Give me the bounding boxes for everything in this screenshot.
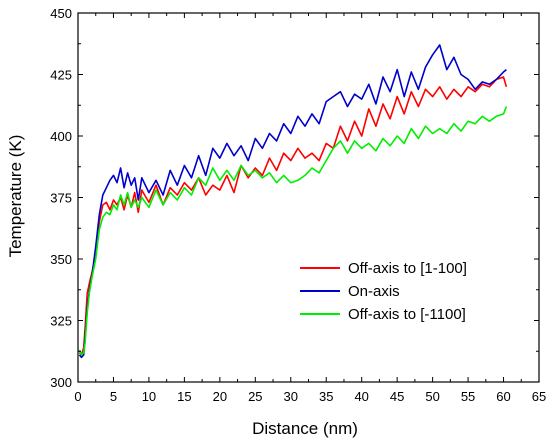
y-tick-label: 325 [50,314,72,329]
x-tick-label: 45 [390,389,404,404]
y-tick-label: 425 [50,68,72,83]
x-tick-label: 50 [425,389,439,404]
y-tick-label: 450 [50,6,72,21]
x-tick-label: 20 [213,389,227,404]
x-tick-label: 5 [110,389,117,404]
x-tick-label: 65 [532,389,546,404]
series-line-2 [78,106,508,356]
legend-label-2: Off-axis to [-1100] [348,306,466,323]
series-line-0 [78,76,508,356]
x-tick-label: 30 [284,389,298,404]
x-tick-label: 35 [319,389,333,404]
legend-label-1: On-axis [348,283,400,300]
y-tick-label: 400 [50,129,72,144]
x-tick-label: 60 [496,389,510,404]
x-tick-label: 10 [142,389,156,404]
x-tick-label: 40 [354,389,368,404]
x-tick-label: 55 [461,389,475,404]
y-tick-label: 350 [50,252,72,267]
x-tick-label: 0 [74,389,81,404]
ticks-layer: 0 5 10 15 20 25 30 35 40 45 50 55 60 65 300 325 350 375 40… [50,6,546,404]
y-axis-title: Temperature (K) [6,135,25,258]
series-line-1 [78,44,507,359]
legend: Off-axis to [1-100] On-axis Off-axis to [-… [300,260,467,323]
y-tick-label: 375 [50,191,72,206]
y-tick-label: 300 [50,375,72,390]
x-tick-label: 25 [248,389,262,404]
x-tick-label: 15 [177,389,191,404]
series-layer [78,44,508,359]
x-axis-title: Distance (nm) [252,419,358,438]
plot-frame [77,12,540,383]
legend-label-0: Off-axis to [1-100] [348,260,467,277]
